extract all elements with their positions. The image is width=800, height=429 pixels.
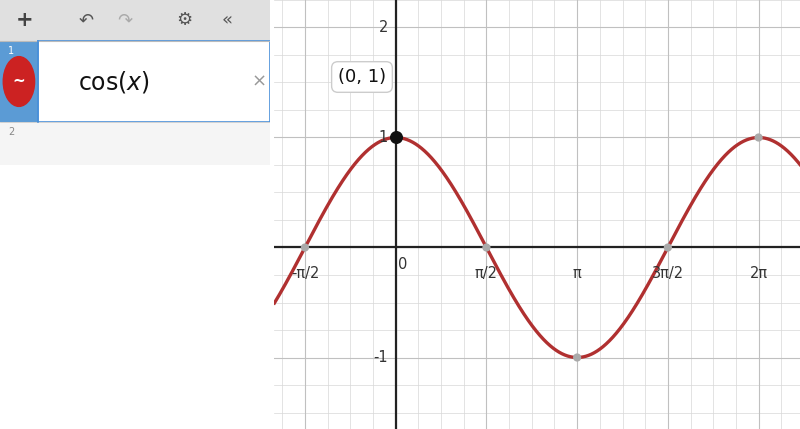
FancyBboxPatch shape: [0, 41, 38, 122]
Text: π/2: π/2: [475, 266, 498, 281]
Text: -1: -1: [374, 350, 388, 365]
Text: 2: 2: [8, 127, 14, 137]
FancyBboxPatch shape: [0, 122, 270, 165]
Text: +: +: [15, 10, 33, 30]
Text: ×: ×: [252, 73, 267, 91]
Text: ~: ~: [13, 74, 26, 89]
Text: 2: 2: [379, 20, 388, 35]
Text: 1: 1: [8, 46, 14, 56]
Point: [662, 244, 674, 251]
Text: «: «: [222, 12, 233, 29]
Point: [390, 134, 402, 141]
Text: 1: 1: [379, 130, 388, 145]
Text: (0, 1): (0, 1): [338, 68, 386, 86]
FancyBboxPatch shape: [0, 0, 270, 41]
Text: 2π: 2π: [750, 266, 768, 281]
Point: [480, 244, 493, 251]
Point: [752, 134, 765, 141]
Text: 3π/2: 3π/2: [652, 266, 684, 281]
Text: ↷: ↷: [117, 12, 132, 29]
Text: ↶: ↶: [79, 12, 94, 29]
Text: ⚙: ⚙: [176, 12, 192, 29]
Point: [298, 244, 311, 251]
Text: 0: 0: [398, 257, 407, 272]
Point: [570, 354, 583, 361]
Text: -π/2: -π/2: [290, 266, 319, 281]
FancyBboxPatch shape: [38, 41, 270, 122]
Text: $\mathrm{cos}(x)$: $\mathrm{cos}(x)$: [78, 69, 150, 94]
Circle shape: [3, 57, 34, 106]
Text: π: π: [573, 266, 582, 281]
